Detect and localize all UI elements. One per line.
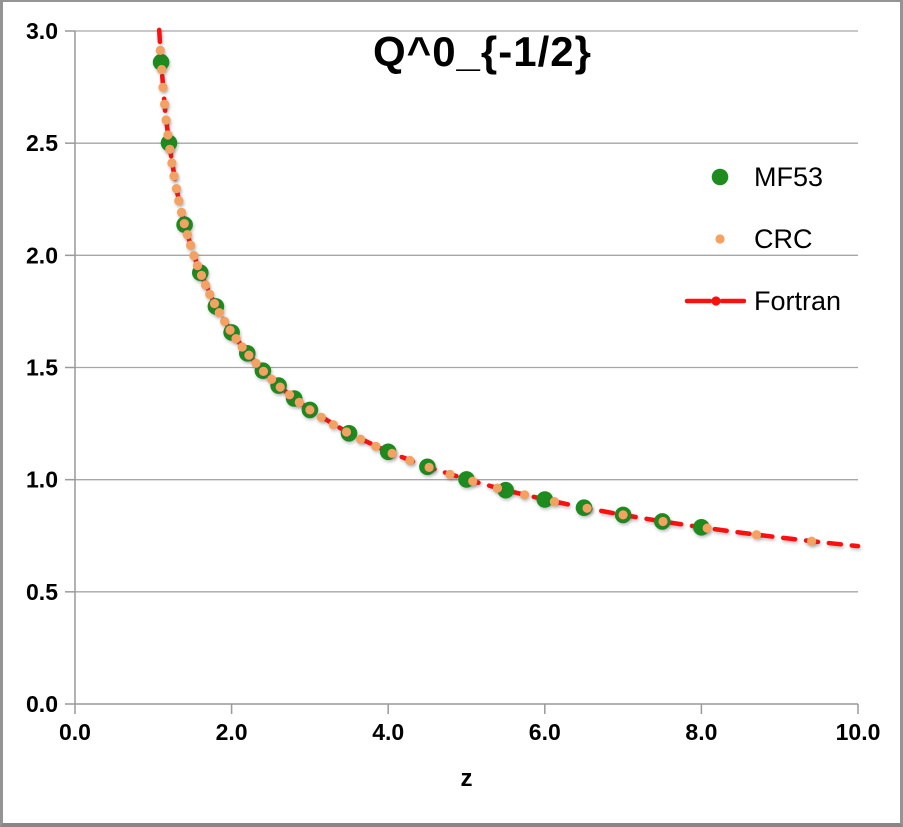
crc-point — [582, 503, 592, 513]
crc-point — [316, 412, 326, 422]
crc-point — [163, 130, 173, 140]
fortran-legend-dot — [711, 296, 721, 306]
crc-point — [157, 64, 167, 75]
crc-point — [658, 516, 668, 527]
y-tick-label: 1.5 — [26, 355, 58, 381]
x-axis-label: z — [460, 765, 473, 792]
crc-point — [186, 240, 196, 250]
crc-legend-dot — [715, 234, 725, 244]
crc-point — [189, 251, 199, 261]
crc-point — [161, 115, 171, 125]
crc-point — [237, 342, 247, 352]
mf53-point — [152, 53, 170, 71]
crc-point — [160, 99, 170, 109]
legend-item-fortran: Fortran — [684, 270, 841, 332]
crc-point — [158, 82, 168, 92]
crc-point — [267, 374, 277, 384]
crc-point — [196, 270, 207, 280]
crc-point — [294, 397, 304, 407]
crc-point — [405, 455, 415, 466]
y-tick-label: 2.5 — [26, 130, 58, 156]
crc-point — [165, 144, 175, 154]
crc-point — [174, 196, 184, 206]
y-tick-label: 0.0 — [26, 691, 58, 717]
crc-point — [520, 490, 530, 500]
crc-marker-icon — [715, 234, 725, 244]
crc-point — [387, 448, 397, 458]
y-tick-label: 3.0 — [26, 18, 58, 44]
legend-label-crc: CRC — [754, 223, 813, 254]
crc-series — [155, 45, 817, 546]
crc-point — [468, 476, 478, 486]
mf53-legend-dot — [711, 168, 729, 186]
crc-point — [205, 289, 215, 299]
crc-point — [155, 45, 165, 56]
crc-point — [284, 390, 295, 400]
crc-point — [220, 316, 230, 326]
crc-point — [171, 184, 181, 194]
crc-point — [618, 510, 628, 520]
chart-title: Q^0_{-1/2} — [373, 28, 592, 75]
x-tick-label: 2.0 — [216, 719, 248, 745]
crc-point — [328, 420, 338, 430]
crc-point — [445, 469, 455, 479]
y-tick-label: 0.5 — [26, 579, 58, 605]
crc-point — [179, 219, 189, 229]
crc-point — [356, 434, 366, 444]
x-tick-label: 0.0 — [59, 719, 91, 745]
crc-point — [169, 171, 179, 181]
crc-point — [214, 308, 224, 318]
crc-point — [424, 462, 434, 472]
fortran-marker-icon — [684, 296, 746, 306]
crc-point — [251, 358, 261, 368]
legend-label-fortran: Fortran — [754, 285, 842, 316]
crc-point — [182, 230, 192, 240]
legend-label-mf53: MF53 — [754, 161, 824, 192]
legend: MF53 CRC Fortran — [684, 146, 841, 332]
mf53-marker-icon — [711, 168, 729, 186]
crc-point — [176, 207, 187, 217]
legend-item-mf53: MF53 — [684, 146, 841, 208]
plot-area: 0.0 0.5 1.0 1.5 2.0 2.5 3.0 0.0 2.0 4.0 6.0 8.0 10.0 — [26, 18, 881, 745]
y-tick-label: 1.0 — [26, 467, 58, 493]
crc-point — [702, 523, 712, 533]
crc-point — [807, 536, 817, 546]
crc-point — [258, 366, 269, 376]
crc-point — [167, 158, 177, 168]
x-tick-label: 8.0 — [685, 719, 717, 745]
crc-point — [341, 427, 352, 437]
y-tick-label: 2.0 — [26, 242, 58, 268]
x-tick-label: 10.0 — [836, 719, 881, 745]
crc-point — [225, 325, 235, 335]
crc-point — [492, 483, 503, 493]
crc-point — [192, 261, 203, 271]
crc-point — [200, 280, 211, 290]
crc-point — [371, 441, 381, 451]
crc-point — [549, 497, 560, 507]
crc-point — [751, 530, 762, 540]
x-tick-label: 6.0 — [529, 719, 561, 745]
crc-point — [275, 382, 285, 392]
crc-point — [305, 405, 315, 415]
crc-point — [244, 350, 254, 360]
x-tick-label: 4.0 — [372, 719, 404, 745]
mf53-point — [536, 491, 554, 508]
crc-point — [231, 334, 241, 344]
legend-item-crc: CRC — [684, 208, 841, 270]
crc-point — [209, 299, 220, 309]
